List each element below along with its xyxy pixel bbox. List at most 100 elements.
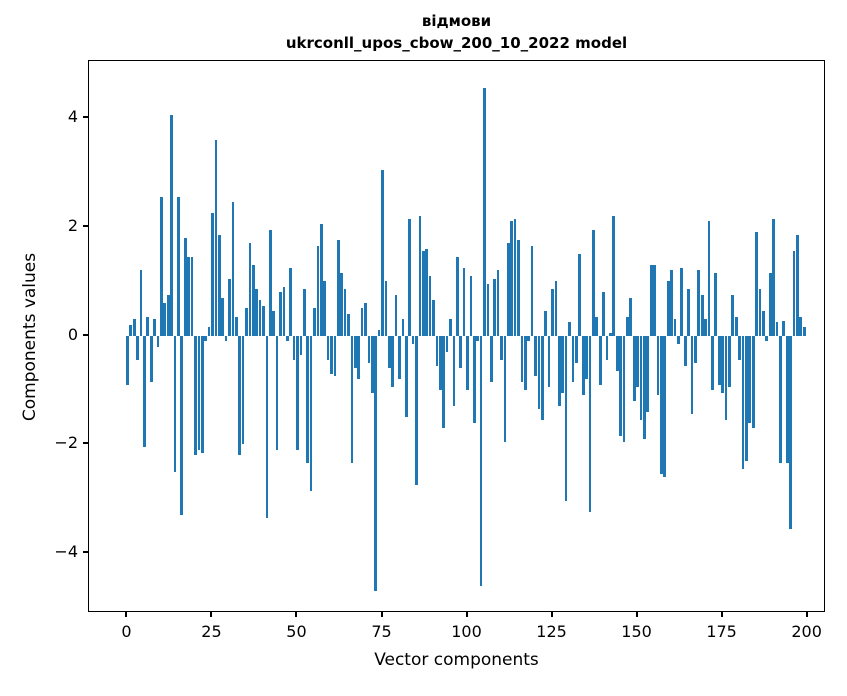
bar-component-92 — [438, 335, 442, 390]
bar-component-88 — [425, 248, 429, 336]
bar-component-183 — [748, 335, 752, 423]
bar-component-113 — [510, 221, 514, 336]
x-tick-125 — [550, 612, 553, 617]
bar-component-41 — [265, 335, 269, 518]
bar-component-27 — [217, 235, 221, 336]
bar-component-185 — [755, 232, 758, 336]
bar-component-90 — [432, 300, 435, 336]
bar-component-144 — [615, 335, 619, 371]
bar-component-132 — [575, 335, 578, 363]
bar-component-189 — [768, 273, 772, 336]
bar-component-82 — [404, 335, 408, 418]
bar-component-91 — [435, 335, 439, 366]
bar-component-147 — [626, 316, 629, 336]
bar-component-76 — [384, 281, 388, 336]
bar-component-2 — [132, 319, 136, 336]
bar-component-123 — [544, 311, 548, 336]
bar-component-97 — [455, 256, 459, 336]
bar-component-192 — [779, 335, 782, 464]
y-tick-−2 — [83, 442, 88, 445]
bar-component-158 — [663, 335, 667, 478]
bar-component-112 — [506, 243, 510, 336]
bar-component-96 — [452, 335, 456, 407]
bar-component-81 — [401, 319, 405, 336]
bar-component-42 — [268, 229, 272, 336]
bar-component-135 — [585, 335, 588, 380]
bar-component-87 — [421, 251, 425, 336]
x-tick-175 — [720, 612, 723, 617]
bar-component-18 — [187, 256, 190, 336]
bar-component-62 — [336, 240, 340, 336]
bar-component-136 — [588, 335, 592, 513]
bar-component-117 — [524, 335, 527, 390]
bar-component-78 — [391, 335, 395, 388]
bar-component-43 — [272, 311, 275, 336]
bar-component-58 — [323, 281, 327, 336]
bar-component-54 — [309, 335, 313, 491]
bar-component-71 — [367, 335, 371, 363]
x-tick-150 — [635, 612, 638, 617]
bar-component-195 — [789, 335, 792, 529]
bar-component-139 — [598, 335, 602, 385]
bar-component-21 — [197, 335, 201, 450]
bar-component-119 — [530, 245, 534, 336]
bar-component-70 — [364, 303, 367, 336]
bar-component-5 — [143, 335, 146, 448]
bar-component-37 — [251, 264, 255, 336]
bar-component-167 — [694, 335, 697, 363]
bar-component-160 — [670, 270, 673, 336]
bar-component-6 — [146, 316, 150, 336]
x-tick-label-100: 100 — [451, 622, 482, 641]
x-tick-50 — [295, 612, 298, 617]
bar-component-77 — [387, 335, 391, 369]
bar-component-181 — [741, 335, 745, 469]
y-tick-−4 — [83, 551, 88, 554]
bar-component-14 — [173, 335, 177, 472]
bar-component-168 — [697, 270, 701, 336]
bar-component-128 — [561, 335, 565, 393]
bar-component-25 — [211, 213, 214, 336]
x-tick-75 — [380, 612, 383, 617]
bar-component-48 — [289, 267, 293, 336]
bar-component-34 — [241, 335, 245, 445]
bar-component-52 — [302, 289, 306, 336]
bar-component-72 — [370, 335, 374, 393]
bar-component-179 — [734, 316, 738, 336]
bar-component-110 — [500, 335, 503, 361]
bar-component-57 — [319, 224, 323, 336]
bar-component-22 — [200, 335, 204, 453]
bar-component-93 — [442, 335, 446, 429]
bar-component-194 — [785, 335, 789, 464]
x-tick-0 — [125, 612, 128, 617]
bar-component-15 — [177, 196, 180, 336]
bar-component-126 — [554, 281, 558, 336]
bar-component-149 — [632, 335, 636, 401]
bar-component-73 — [374, 335, 378, 592]
x-tick-label-25: 25 — [201, 622, 222, 641]
bar-component-36 — [248, 243, 252, 336]
bar-component-101 — [469, 275, 473, 336]
bar-component-38 — [255, 289, 258, 336]
bar-component-141 — [605, 335, 609, 361]
bar-component-33 — [238, 335, 241, 456]
bar-component-152 — [643, 335, 646, 439]
bar-component-108 — [493, 278, 497, 336]
bar-component-61 — [333, 335, 337, 377]
bar-component-197 — [796, 235, 799, 336]
bar-component-186 — [758, 289, 762, 336]
bar-component-1 — [129, 324, 133, 336]
bar-component-44 — [275, 335, 279, 450]
bar-component-75 — [381, 169, 384, 336]
bar-component-164 — [683, 335, 687, 366]
bar-component-32 — [234, 316, 238, 336]
bar-component-131 — [571, 335, 575, 382]
bar-component-12 — [166, 294, 170, 336]
bar-component-20 — [194, 335, 197, 456]
bar-component-177 — [728, 335, 731, 388]
bar-component-31 — [231, 202, 235, 336]
bar-component-151 — [639, 335, 643, 420]
x-axis-label: Vector components — [374, 650, 539, 670]
bar-component-23 — [204, 335, 207, 342]
bar-component-100 — [466, 335, 469, 390]
